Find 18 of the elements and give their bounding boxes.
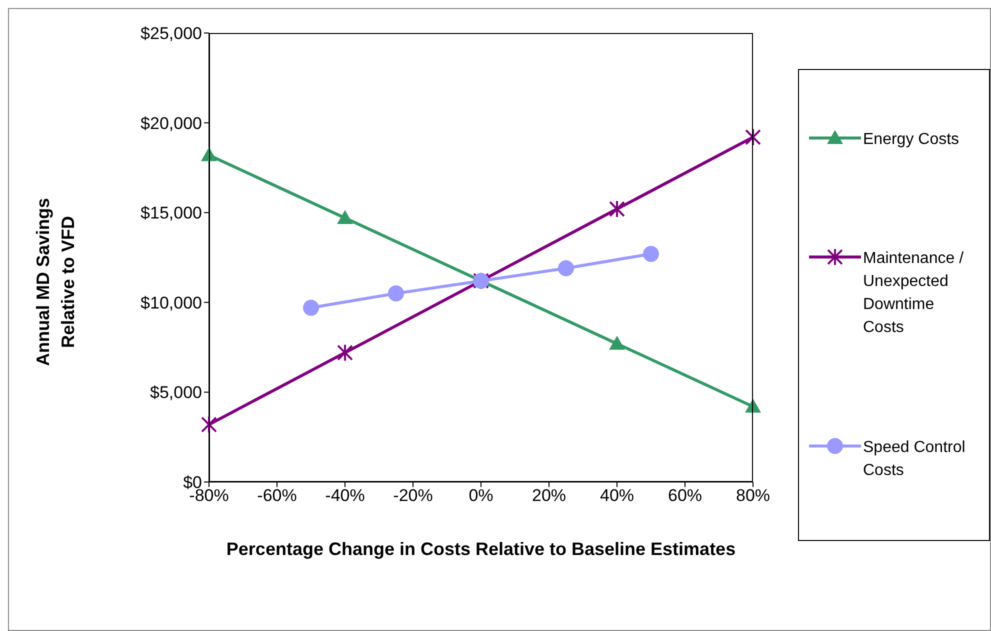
legend-label: Maintenance / Unexpected Downtime Costs — [863, 249, 965, 338]
y-tick-label: $5,000 — [150, 383, 202, 402]
x-tick-label: 0% — [468, 486, 494, 506]
y-tick-label: $25,000 — [140, 24, 202, 44]
x-tick-label: -40% — [325, 486, 365, 506]
x-axis-title: Percentage Change in Costs Relative to Baseline Estimates — [225, 538, 737, 561]
y-tick-label: $10,000 — [140, 293, 202, 312]
y-tick-label: $20,000 — [140, 114, 202, 133]
x-tick-label: 60% — [668, 486, 702, 506]
x-tick-label: -60% — [257, 486, 297, 506]
y-axis-title: Annual MD Savings Relative to VFD — [32, 196, 79, 368]
x-tick-label: 80% — [736, 486, 770, 506]
y-tick-label: $15,000 — [140, 204, 202, 223]
x-tick-label: -20% — [393, 486, 433, 506]
x-tick-label: 40% — [600, 486, 634, 506]
legend-label: Speed Control Costs — [863, 438, 966, 481]
x-tick-label: 20% — [532, 486, 566, 506]
legend-label: Energy Costs — [863, 130, 960, 150]
